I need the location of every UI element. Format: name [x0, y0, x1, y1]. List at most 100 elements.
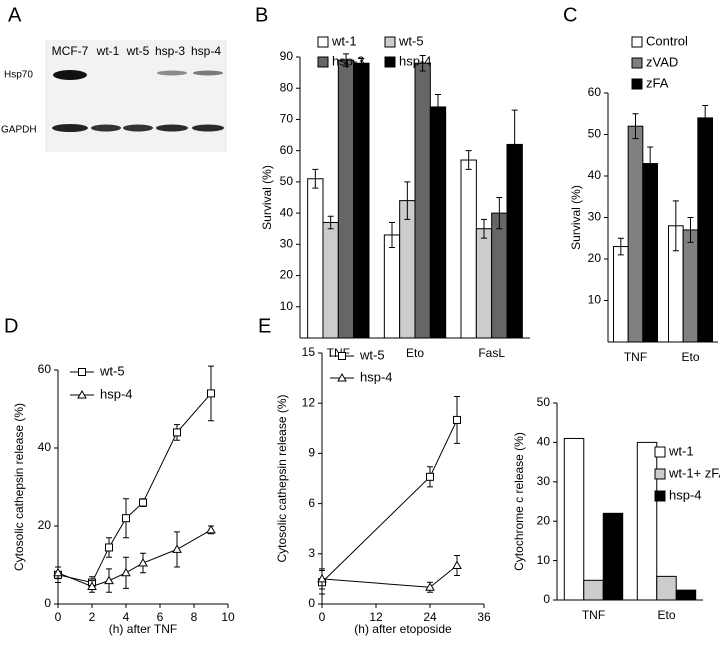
- marker: [53, 567, 63, 577]
- error-bar: [435, 93, 441, 120]
- y-tick-label: 0: [44, 596, 51, 610]
- y-axis-label: Survival (%): [260, 165, 274, 230]
- x-tick-label: FasL: [478, 346, 505, 360]
- legend-swatch: [631, 78, 643, 90]
- y-axis-label: Cytosolic cathepsin release (%): [12, 403, 26, 571]
- legend-swatch: [317, 56, 329, 68]
- legend-swatch: [654, 490, 666, 502]
- bar: [414, 62, 431, 339]
- marker: [138, 558, 148, 567]
- x-tick-label: 4: [123, 610, 130, 624]
- legend-label: hsp-4: [100, 386, 133, 401]
- error-bar: [687, 217, 694, 243]
- x-tick-label: 6: [157, 610, 164, 624]
- row-label: GAPDH: [1, 125, 37, 136]
- band: [193, 70, 223, 76]
- error-bar: [465, 150, 472, 170]
- legend-label: hsp-3: [332, 53, 365, 68]
- marker: [452, 560, 462, 570]
- legend-label: hsp-4: [669, 487, 702, 502]
- x-tick-label: 36: [477, 610, 491, 624]
- x-tick-label: 24: [423, 610, 437, 624]
- y-tick-label: 50: [537, 395, 551, 409]
- lane-label: MCF-7: [52, 44, 89, 58]
- error-bar: [389, 221, 395, 248]
- band: [156, 124, 188, 132]
- bar: [337, 59, 355, 339]
- y-tick-label: 20: [280, 268, 294, 282]
- legend-swatch: [631, 36, 643, 48]
- legend-label: wt-1: [331, 33, 357, 48]
- legend-marker: [337, 372, 347, 382]
- error-bar: [404, 181, 411, 220]
- bar: [602, 512, 624, 601]
- error-bar: [419, 54, 426, 72]
- y-tick-label: 9: [308, 446, 315, 460]
- band: [52, 124, 88, 132]
- y-tick-label: 30: [280, 237, 294, 251]
- bar: [307, 178, 324, 339]
- marker: [173, 428, 181, 437]
- error-bar: [481, 218, 487, 239]
- y-axis-label: Survival (%): [569, 185, 583, 250]
- x-tick-label: 10: [221, 610, 235, 624]
- y-tick-label: 30: [537, 474, 551, 488]
- bar: [583, 579, 604, 601]
- bar: [627, 125, 644, 343]
- band: [192, 124, 224, 132]
- bar: [491, 212, 508, 339]
- marker: [425, 582, 435, 591]
- y-tick-label: 3: [308, 546, 315, 560]
- y-axis-label: Cytochrome c release (%): [512, 432, 526, 571]
- series-line: [57, 393, 212, 584]
- y-tick-label: 50: [280, 174, 294, 188]
- x-tick-label: Eto: [681, 350, 699, 364]
- bar: [675, 589, 697, 601]
- error-bar: [358, 58, 365, 69]
- row-label: Hsp70: [4, 70, 33, 81]
- lane-label: hsp-4: [191, 44, 221, 58]
- series-line: [57, 529, 212, 587]
- bar: [613, 246, 629, 343]
- band: [157, 70, 187, 76]
- bar: [682, 229, 699, 343]
- y-tick-label: 30: [588, 210, 602, 224]
- legend-label: wt-5: [398, 33, 424, 48]
- marker: [206, 524, 216, 534]
- legend-label: wt-5: [99, 363, 125, 378]
- x-tick-label: Eto: [406, 346, 424, 360]
- y-tick-label: 10: [537, 553, 551, 567]
- y-tick-label: 10: [280, 299, 294, 313]
- marker: [122, 514, 130, 523]
- y-tick-label: 60: [280, 143, 294, 157]
- bar: [322, 221, 339, 339]
- error-bar: [327, 215, 334, 230]
- legend-marker: [78, 368, 86, 376]
- lane-label: hsp-3: [155, 44, 185, 58]
- legend-swatch: [654, 468, 666, 480]
- y-tick-label: 0: [308, 596, 315, 610]
- y-tick-label: 60: [588, 85, 602, 99]
- bar: [656, 575, 677, 601]
- x-axis-label: (h) after TNF: [109, 622, 177, 636]
- y-tick-label: 10: [588, 293, 602, 307]
- x-tick-label: 12: [369, 610, 383, 624]
- series-line: [321, 565, 458, 588]
- x-tick-label: Eto: [657, 608, 675, 622]
- marker: [172, 544, 182, 553]
- error-bar: [496, 197, 503, 230]
- legend-swatch: [384, 56, 396, 68]
- y-axis-label: Cytosolic cathepsin release (%): [275, 394, 289, 562]
- legend-label: wt-1+ zFA: [668, 465, 720, 480]
- panel-letter: D: [4, 315, 18, 337]
- error-bar: [511, 109, 518, 180]
- bar: [563, 437, 585, 601]
- marker: [121, 567, 131, 577]
- panel-letter: E: [258, 315, 271, 337]
- lane-label: wt-1: [96, 44, 120, 58]
- y-tick-label: 40: [537, 435, 551, 449]
- y-tick-label: 90: [280, 49, 294, 63]
- bar: [460, 159, 477, 339]
- legend-label: wt-1: [668, 443, 694, 458]
